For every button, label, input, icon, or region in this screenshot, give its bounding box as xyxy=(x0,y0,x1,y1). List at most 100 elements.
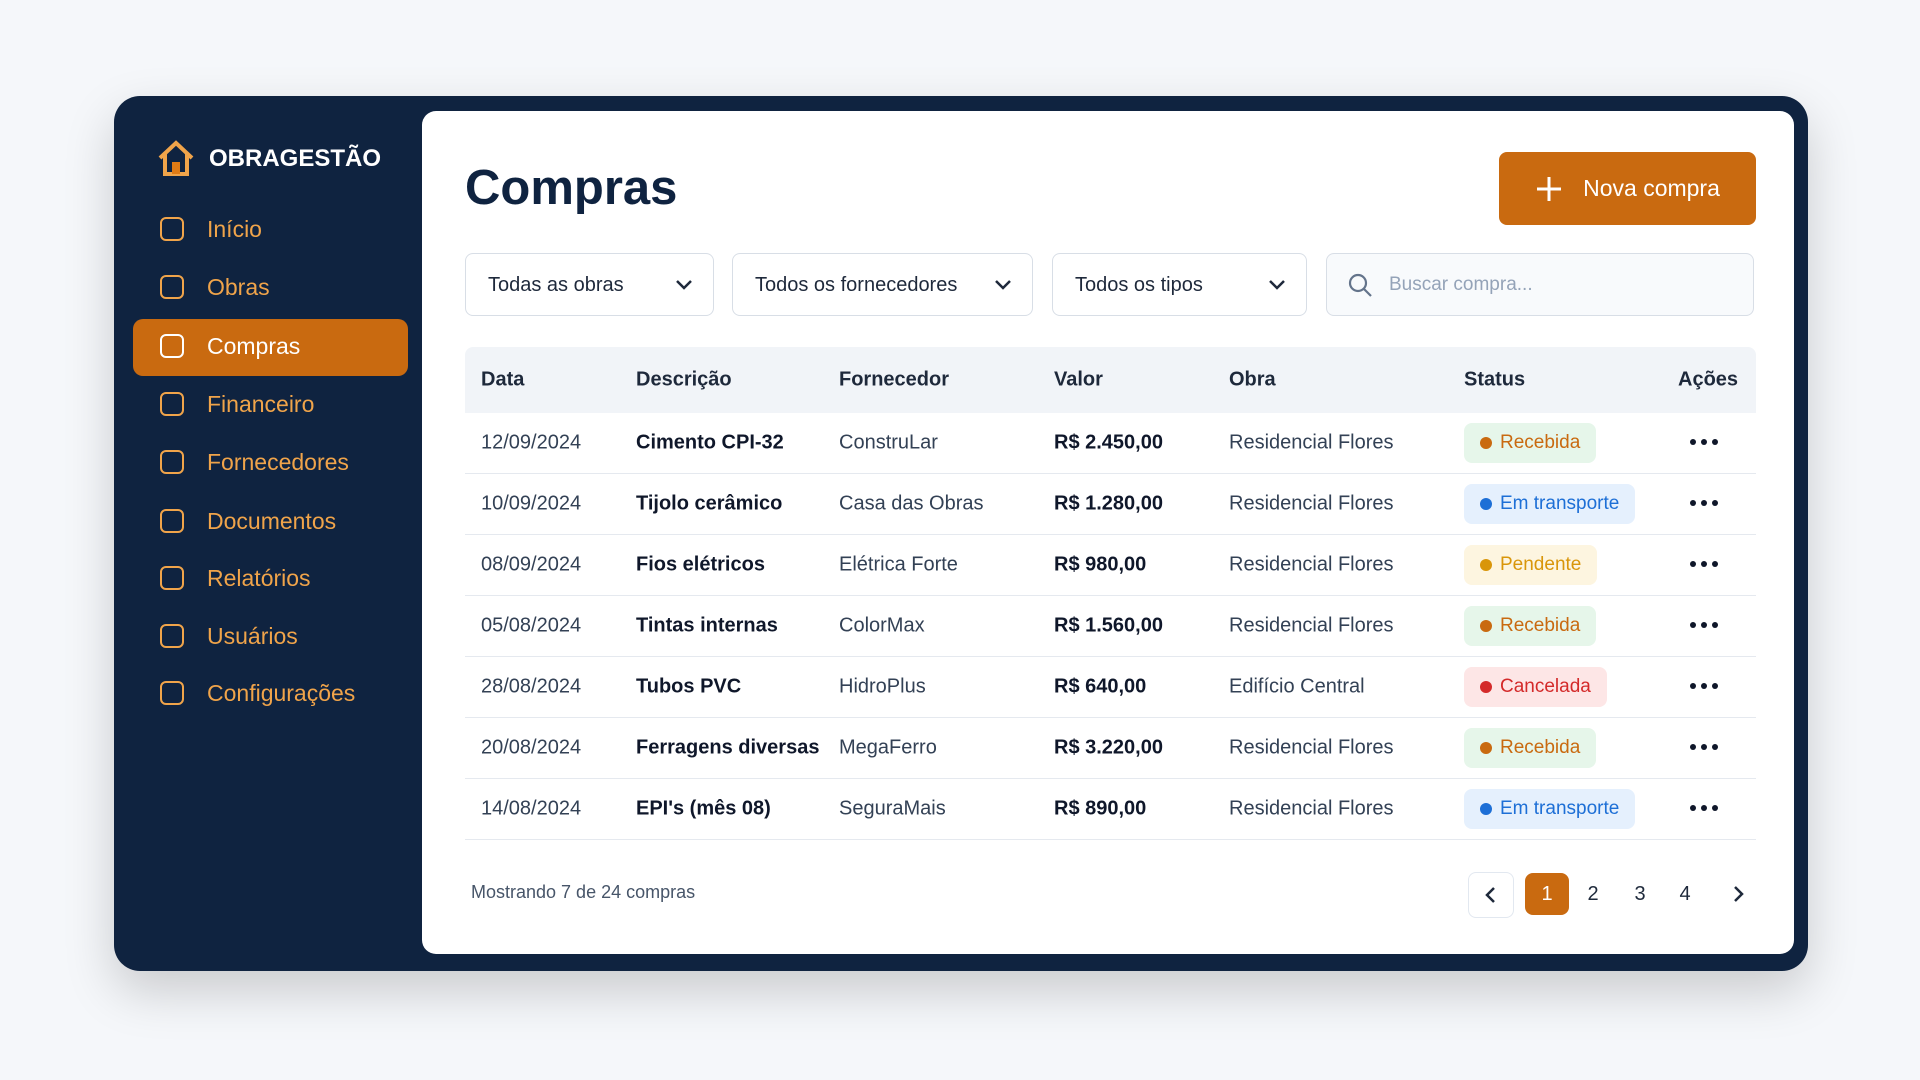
status-label: Recebida xyxy=(1500,737,1581,758)
status-label: Pendente xyxy=(1500,554,1582,575)
table-cell: Ferragens diversas xyxy=(636,736,820,759)
nav-icon xyxy=(160,334,184,358)
table-cell: ConstruLar xyxy=(839,431,938,454)
table-cell: ColorMax xyxy=(839,614,925,637)
column-header: Data xyxy=(481,368,525,391)
table-cell: R$ 1.280,00 xyxy=(1054,492,1163,515)
table-cell: Residencial Flores xyxy=(1229,492,1394,515)
table-cell: R$ 3.220,00 xyxy=(1054,736,1163,759)
page-title: Compras xyxy=(465,161,678,215)
nav-item[interactable]: Compras xyxy=(207,333,301,359)
filter-dropdown[interactable]: Todos os tipos xyxy=(1052,253,1307,316)
table-cell: Residencial Flores xyxy=(1229,553,1394,576)
status-dot xyxy=(1480,803,1492,815)
row-actions[interactable] xyxy=(1690,744,1718,750)
table-cell: Casa das Obras xyxy=(839,492,984,515)
status-badge: Pendente xyxy=(1464,545,1598,585)
column-header: Valor xyxy=(1054,368,1103,391)
column-header: Fornecedor xyxy=(839,368,950,391)
table-cell: Residencial Flores xyxy=(1229,797,1394,820)
status-badge: Em transporte xyxy=(1464,789,1636,829)
table-cell: Elétrica Forte xyxy=(839,553,958,576)
row-actions[interactable] xyxy=(1690,561,1718,567)
table-cell: 12/09/2024 xyxy=(481,431,582,454)
filter-dropdown[interactable]: Todas as obras xyxy=(465,253,714,316)
status-badge: Em transporte xyxy=(1464,484,1636,524)
row-divider xyxy=(465,473,1756,474)
table-cell: Residencial Flores xyxy=(1229,614,1394,637)
status-badge: Recebida xyxy=(1464,606,1597,646)
nav-item[interactable]: Obras xyxy=(207,274,270,300)
filter-dropdown[interactable]: Todos os fornecedores xyxy=(732,253,1033,316)
search-icon xyxy=(1348,273,1372,297)
nav-icon xyxy=(160,275,184,299)
search-box[interactable]: Buscar compra... xyxy=(1326,253,1754,316)
status-label: Em transporte xyxy=(1500,798,1620,819)
page-button[interactable]: 3 xyxy=(1634,882,1646,905)
status-dot xyxy=(1480,437,1492,449)
nav-item[interactable]: Financeiro xyxy=(207,391,315,417)
chevron xyxy=(1269,280,1285,290)
row-divider xyxy=(465,656,1756,657)
table-cell: HidroPlus xyxy=(839,675,926,698)
row-actions[interactable] xyxy=(1690,683,1718,689)
prev-page[interactable] xyxy=(1468,872,1514,918)
nav-item[interactable]: Início xyxy=(207,216,262,242)
table-cell: SeguraMais xyxy=(839,797,946,820)
status-dot xyxy=(1480,498,1492,510)
table-cell: EPI's (mês 08) xyxy=(636,797,771,820)
chevron xyxy=(676,280,692,290)
status-label: Recebida xyxy=(1500,615,1581,636)
nav-item[interactable]: Usuários xyxy=(207,623,298,649)
row-actions[interactable] xyxy=(1690,500,1718,506)
page-button[interactable]: 2 xyxy=(1587,882,1599,905)
filter-label: Todos os fornecedores xyxy=(755,274,958,296)
nav-item[interactable]: Documentos xyxy=(207,508,337,534)
button-label: Nova compra xyxy=(1583,175,1720,201)
table-cell: Tubos PVC xyxy=(636,675,742,698)
table-header xyxy=(465,347,1756,413)
nav-item[interactable]: Relatórios xyxy=(207,565,311,591)
table-cell: MegaFerro xyxy=(839,736,937,759)
row-actions[interactable] xyxy=(1690,439,1718,445)
column-header: Status xyxy=(1464,368,1526,391)
page-button[interactable]: 1 xyxy=(1525,873,1569,915)
column-header: Ações xyxy=(1678,368,1739,391)
filter-label: Todos os tipos xyxy=(1075,274,1203,296)
page-button[interactable]: 4 xyxy=(1679,882,1691,905)
brand: OBRAGESTÃO xyxy=(209,145,382,172)
nav-icon xyxy=(160,509,184,533)
column-header: Obra xyxy=(1229,368,1276,391)
nav-icon xyxy=(160,624,184,648)
row-divider xyxy=(465,839,1756,840)
status-dot xyxy=(1480,681,1492,693)
nav-icon xyxy=(160,450,184,474)
row-actions[interactable] xyxy=(1690,805,1718,811)
plus-icon xyxy=(1537,176,1562,201)
row-divider xyxy=(465,595,1756,596)
nav-item[interactable]: Fornecedores xyxy=(207,449,349,475)
filter-label: Todas as obras xyxy=(488,274,624,296)
table-cell: Tintas internas xyxy=(636,614,778,637)
row-actions[interactable] xyxy=(1690,622,1718,628)
nav-item[interactable]: Configurações xyxy=(207,680,356,706)
table-cell: Tijolo cerâmico xyxy=(636,492,783,515)
search-placeholder: Buscar compra... xyxy=(1389,273,1533,295)
table-cell: Cimento CPI-32 xyxy=(636,431,784,454)
chevron xyxy=(995,280,1011,290)
table-cell: Fios elétricos xyxy=(636,553,765,576)
table-cell: 10/09/2024 xyxy=(481,492,582,515)
status-badge: Recebida xyxy=(1464,423,1597,463)
logo-icon xyxy=(158,140,194,176)
table-cell: R$ 980,00 xyxy=(1054,553,1147,576)
new-purchase-button[interactable]: Nova compra xyxy=(1499,152,1756,225)
table-cell: R$ 890,00 xyxy=(1054,797,1147,820)
status-label: Cancelada xyxy=(1500,676,1591,697)
table-cell: 20/08/2024 xyxy=(481,736,582,759)
next-page[interactable] xyxy=(1716,872,1760,916)
nav-icon xyxy=(160,681,184,705)
status-badge: Recebida xyxy=(1464,728,1597,768)
pagination-summary: Mostrando 7 de 24 compras xyxy=(471,882,696,902)
nav-icon xyxy=(160,217,184,241)
